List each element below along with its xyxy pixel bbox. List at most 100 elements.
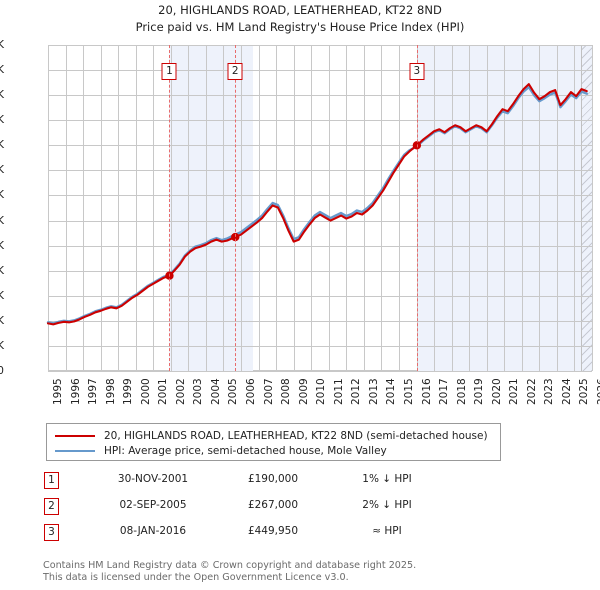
gridline-vertical <box>504 45 506 371</box>
x-axis-label: 1995 <box>52 378 64 405</box>
gridline-vertical <box>521 45 523 371</box>
gridline-horizontal <box>48 220 592 222</box>
y-axis-label: £400K <box>0 164 4 177</box>
series-lines <box>46 83 588 326</box>
x-axis-label: 1999 <box>122 378 135 405</box>
x-axis-label: 2026 <box>596 378 600 405</box>
event-marker-3[interactable]: 3 <box>409 63 425 80</box>
x-axis-label: 2016 <box>420 378 433 405</box>
legend-label-hpi: HPI: Average price, semi-detached house,… <box>104 444 387 457</box>
gridline-vertical <box>293 45 295 371</box>
gridline-horizontal <box>48 270 592 272</box>
legend-item-hpi: HPI: Average price, semi-detached house,… <box>47 443 500 458</box>
gridline-vertical <box>223 45 225 371</box>
transaction-date: 30-NOV-2001 <box>117 473 189 485</box>
gridline-vertical <box>135 45 137 371</box>
hatched-incomplete-period <box>580 45 592 371</box>
gridline-vertical <box>83 45 85 371</box>
gridline-horizontal <box>48 371 592 372</box>
transaction-index-badge[interactable]: 1 <box>44 472 59 489</box>
gridline-vertical <box>486 45 488 371</box>
x-axis-label: 2014 <box>385 378 398 405</box>
transaction-price: £190,000 <box>247 473 299 485</box>
legend-swatch-price-paid <box>55 434 95 437</box>
gridline-vertical <box>65 45 67 371</box>
page-title: 20, HIGHLANDS ROAD, LEATHERHEAD, KT22 8N… <box>0 2 600 36</box>
transaction-hpi-delta: 1% ↓ HPI <box>362 473 412 485</box>
table-row: 1 30-NOV-2001 £190,000 1% ↓ HPI <box>40 470 470 496</box>
gridline-vertical <box>48 45 49 371</box>
gridline-horizontal <box>48 170 592 172</box>
y-axis-label: £250K <box>0 239 4 252</box>
event-marker-2[interactable]: 2 <box>227 63 243 80</box>
transaction-price: £267,000 <box>247 499 299 511</box>
title-line-2: Price paid vs. HM Land Registry's House … <box>135 20 465 34</box>
gridline-vertical <box>381 45 383 371</box>
x-axis-label: 2024 <box>560 378 573 405</box>
x-axis-label: 2025 <box>578 378 591 405</box>
x-axis-label: 2002 <box>174 378 187 405</box>
gridline-horizontal <box>48 320 592 322</box>
x-axis-label: 1997 <box>87 378 100 405</box>
gridline-vertical <box>311 45 313 371</box>
title-line-1: 20, HIGHLANDS ROAD, LEATHERHEAD, KT22 8N… <box>158 3 442 17</box>
event-marker-1[interactable]: 1 <box>161 63 177 80</box>
chart-plot-area <box>46 45 593 372</box>
gridline-vertical <box>398 45 400 371</box>
legend-label-price-paid: 20, HIGHLANDS ROAD, LEATHERHEAD, KT22 8N… <box>104 429 488 442</box>
x-axis-label: 2004 <box>209 378 222 405</box>
transaction-index-badge[interactable]: 2 <box>44 498 59 515</box>
x-axis-label: 2006 <box>245 378 258 405</box>
legend-swatch-hpi <box>55 449 95 452</box>
gridline-vertical <box>556 45 558 371</box>
x-axis-label: 2008 <box>280 378 293 405</box>
gridline-horizontal <box>48 295 592 297</box>
gridline-vertical <box>592 45 593 371</box>
gridline-horizontal <box>48 70 592 72</box>
x-axis-label: 2015 <box>402 378 415 405</box>
y-axis-label: £550K <box>0 89 4 102</box>
x-axis-label: 2010 <box>315 378 328 405</box>
event-line-2 <box>235 45 237 371</box>
x-axis-label: 1998 <box>104 378 117 405</box>
gridline-vertical <box>241 45 243 371</box>
footer-attribution: Contains HM Land Registry data © Crown c… <box>43 560 583 584</box>
gridline-vertical <box>170 45 172 371</box>
gridline-horizontal <box>48 120 592 122</box>
table-row: 2 02-SEP-2005 £267,000 2% ↓ HPI <box>40 496 470 522</box>
gridline-vertical <box>451 45 453 371</box>
transaction-date: 08-JAN-2016 <box>119 525 187 537</box>
x-axis-label: 2000 <box>139 378 152 405</box>
x-axis-label: 2017 <box>438 378 451 405</box>
gridline-horizontal <box>48 245 592 247</box>
y-axis-label: £200K <box>0 264 4 277</box>
series-line-hpi <box>46 85 588 325</box>
gridline-vertical <box>118 45 120 371</box>
y-axis-label: £500K <box>0 114 4 127</box>
x-axis-label: 2013 <box>367 378 380 405</box>
y-axis-label: £300K <box>0 214 4 227</box>
gridline-vertical <box>469 45 471 371</box>
gridline-vertical <box>346 45 348 371</box>
y-axis-label: £650K <box>0 39 4 51</box>
transaction-hpi-delta: 2% ↓ HPI <box>362 499 412 511</box>
event-line-1 <box>169 45 171 371</box>
gridline-vertical <box>539 45 541 371</box>
x-axis-label: 2018 <box>455 378 468 405</box>
x-axis-label: 2011 <box>332 378 345 405</box>
y-axis-label: £100K <box>0 314 4 327</box>
event-line-3 <box>416 45 418 371</box>
gridline-horizontal <box>48 345 592 347</box>
footer-line-1: Contains HM Land Registry data © Crown c… <box>43 560 417 571</box>
transaction-hpi-delta: ≈ HPI <box>372 525 402 537</box>
y-axis-label: £50K <box>0 339 4 352</box>
y-axis-label: £0 <box>0 365 4 377</box>
transactions-table: 1 30-NOV-2001 £190,000 1% ↓ HPI 2 02-SEP-2005… <box>40 470 470 548</box>
x-axis-label: 2023 <box>543 378 556 405</box>
y-axis-label: £600K <box>0 64 4 77</box>
x-axis-label: 2012 <box>350 378 363 405</box>
y-axis-label: £150K <box>0 289 4 302</box>
transaction-index-badge[interactable]: 3 <box>44 524 59 541</box>
y-axis-label: £450K <box>0 139 4 152</box>
